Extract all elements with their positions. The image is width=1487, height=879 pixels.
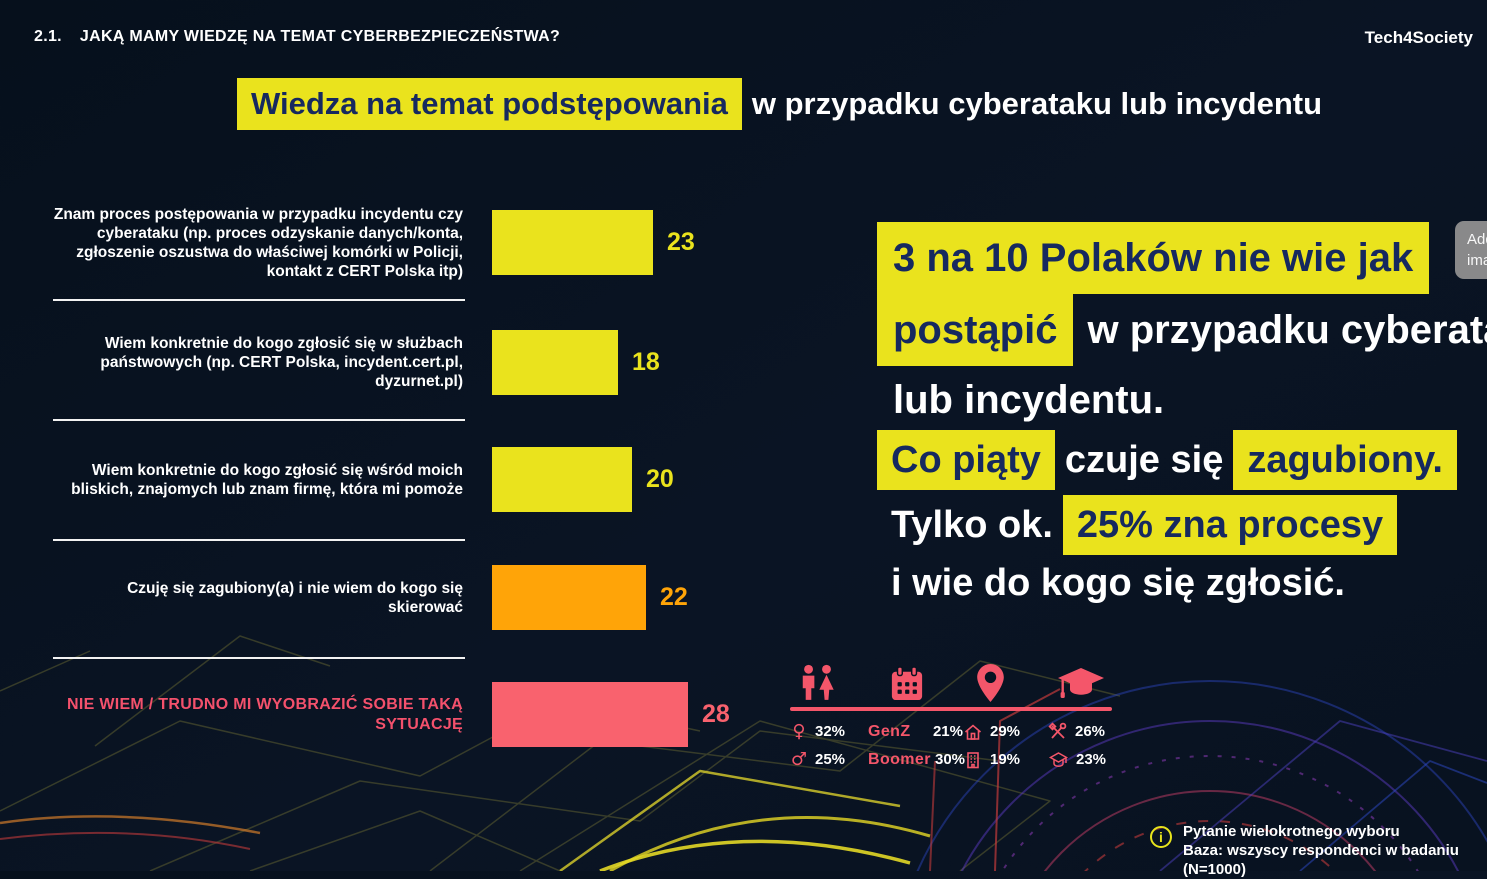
- bar: [492, 565, 646, 630]
- stat-genz: GenZ 21%: [868, 722, 963, 741]
- slide-title-highlight: Wiedza na temat podstępowania: [237, 78, 742, 130]
- stat-boomer: Boomer 30%: [868, 750, 966, 769]
- people-couple-icon: [802, 664, 834, 700]
- callout-bottom-highlight-2: zagubiony.: [1233, 430, 1457, 490]
- callout-bottom-plain-2: Tylko ok.: [891, 504, 1053, 546]
- callout-top: 3 na 10 Polaków nie wie jak postąpić w pr…: [877, 222, 1487, 426]
- demographics-panel: ♀ 32% GenZ 21% 29% 26% ♂ 25% Boomer 30%: [790, 660, 1112, 770]
- bar-label: Wiem konkretnie do kogo zgłosić się wśró…: [71, 461, 463, 498]
- genz-label: GenZ: [868, 722, 911, 740]
- brand-logo: Tech4Society: [1364, 28, 1473, 47]
- section-number: 2.1.: [34, 28, 62, 45]
- callout-bottom-highlight-3: 25% zna procesy: [1062, 495, 1398, 555]
- bar-label: Znam proces postępowania w przypadku inc…: [53, 205, 463, 280]
- footnote-line1: Pytanie wielokrotnego wyboru: [1183, 823, 1400, 840]
- bar-value: 23: [667, 228, 695, 256]
- callout-bottom-plain-1: czuje się: [1064, 439, 1224, 481]
- female-icon: ♀: [792, 721, 806, 742]
- bar-row: Czuję się zagubiony(a) i nie wiem do kog…: [53, 565, 688, 630]
- bar-row: Znam proces postępowania w przypadku inc…: [53, 206, 695, 280]
- section-header: 2.1. JAKĄ MAMY WIEDZĘ NA TEMAT CYBERBEZPI…: [34, 28, 560, 46]
- bar: [492, 682, 688, 747]
- bar: [492, 447, 632, 512]
- callout-top-highlight-2: postąpić: [877, 294, 1074, 366]
- row-divider: [53, 657, 465, 659]
- slide-title: Wiedza na temat podstępowania w przypadk…: [237, 78, 1322, 130]
- callout-top-line3: lub incydentu.: [893, 378, 1165, 422]
- demographics-divider: [790, 707, 1112, 711]
- info-icon: [1150, 826, 1172, 848]
- stat-higher-edu: 23%: [1048, 749, 1112, 770]
- bar: [492, 210, 653, 275]
- tools-icon: [1048, 721, 1067, 739]
- boomer-label: Boomer: [868, 750, 931, 768]
- bar-row: Wiem konkretnie do kogo zgłosić się wśró…: [53, 447, 674, 512]
- bar-value: 22: [660, 583, 688, 611]
- bar: [492, 330, 618, 395]
- graduation-cap-small-icon: [1048, 751, 1069, 767]
- graduation-cap-icon: [1057, 668, 1104, 698]
- stat-rural: 29%: [963, 721, 1048, 742]
- callout-top-highlight-1: 3 na 10 Polaków nie wie jak: [877, 222, 1430, 294]
- row-divider: [53, 299, 465, 301]
- stat-urban: 19%: [963, 749, 1048, 770]
- bar-value: 28: [702, 700, 730, 728]
- stat-male: ♂ 25%: [790, 749, 846, 770]
- bar-row: Wiem konkretnie do kogo zgłosić się w sł…: [53, 330, 660, 395]
- bar-row: NIE WIEM / TRUDNO MI WYOBRAZIĆ SOBIE TAK…: [53, 682, 730, 747]
- bar-label: Wiem konkretnie do kogo zgłosić się w sł…: [100, 335, 463, 390]
- add-page-image-overlay[interactable]: Add page image: [1455, 221, 1487, 279]
- calendar-icon: [891, 666, 922, 701]
- bar-value: 18: [632, 348, 660, 376]
- footnote-line2: Baza: wszyscy respondenci w badaniu (N=1…: [1183, 842, 1459, 878]
- stat-female: ♀ 32%: [790, 721, 868, 742]
- building-icon: [967, 751, 979, 768]
- callout-bottom: Co piąty czuje się zagubiony. Tylko ok. 25%…: [877, 430, 1457, 610]
- section-title: JAKĄ MAMY WIEDZĘ NA TEMAT CYBERBEZPIECZE…: [79, 28, 561, 45]
- footnote: Pytanie wielokrotnego wyboru Baza: wszys…: [1150, 822, 1487, 879]
- callout-bottom-highlight-1: Co piąty: [877, 430, 1055, 490]
- callout-top-rest: w przypadku cyberataku: [1087, 308, 1487, 352]
- house-icon: [964, 723, 982, 740]
- male-icon: ♂: [790, 749, 808, 770]
- bar-label-emphasis: NIE WIEM / TRUDNO MI WYOBRAZIĆ SOBIE TAK…: [67, 695, 463, 733]
- row-divider: [53, 539, 465, 541]
- stat-vocational: 26%: [1048, 721, 1112, 742]
- bar-label: Czuję się zagubiony(a) i nie wiem do kog…: [127, 579, 463, 616]
- location-pin-icon: [977, 664, 1005, 702]
- callout-bottom-line3: i wie do kogo się zgłosić.: [891, 562, 1345, 604]
- bar-value: 20: [646, 465, 674, 493]
- slide-title-rest: w przypadku cyberataku lub incydentu: [751, 86, 1323, 121]
- row-divider: [53, 419, 465, 421]
